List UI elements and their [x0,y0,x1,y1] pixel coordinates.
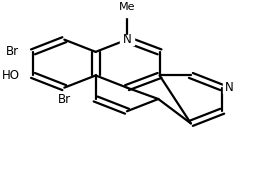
Text: HO: HO [2,69,19,82]
Text: Br: Br [6,45,19,58]
Text: N: N [225,81,233,94]
Text: N: N [123,33,131,46]
Text: Me: Me [119,2,135,12]
Text: Br: Br [58,93,71,106]
